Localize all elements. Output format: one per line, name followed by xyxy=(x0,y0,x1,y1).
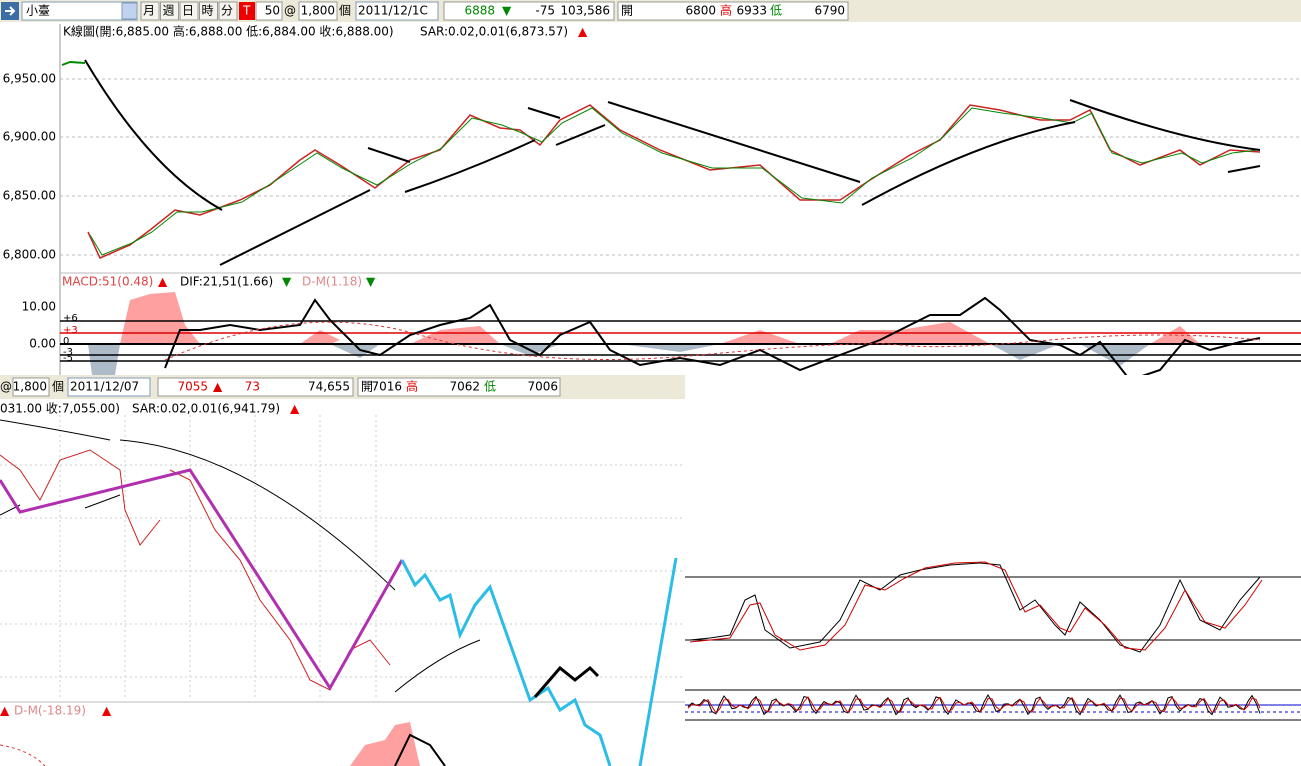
sar: SAR:0.02,0.01(6,873.57) xyxy=(420,25,568,39)
macd-positive xyxy=(120,292,1200,344)
price-line xyxy=(0,449,391,691)
period-label: 日 xyxy=(182,4,194,18)
dm-arrow: ▲ xyxy=(102,704,112,718)
volume: 74,655 xyxy=(308,380,350,394)
count: 50 xyxy=(265,4,280,18)
volume: 103,586 xyxy=(560,4,610,18)
high-label: 高 xyxy=(720,3,732,18)
zigzag xyxy=(0,468,404,691)
dif-line xyxy=(164,296,1261,382)
period-label: 月 xyxy=(143,4,155,18)
last: 7055 xyxy=(177,380,208,394)
period-button[interactable] xyxy=(218,1,238,21)
svg-text:▲: ▲ xyxy=(0,704,10,718)
title: 031.00 收:7,055.00) xyxy=(0,402,120,416)
last: 6888 xyxy=(464,4,495,18)
t-button[interactable] xyxy=(239,2,255,20)
low-label: 低 xyxy=(770,4,782,18)
sar-arrow: ▲ xyxy=(578,25,588,39)
period-label: 時 xyxy=(202,4,214,18)
dm-line xyxy=(164,321,1261,361)
sar-arrow: ▲ xyxy=(290,402,300,416)
top-chart: K線圖(開:6,885.00 高:6,888.00 低:6,884.00 收:6… xyxy=(3,24,1301,382)
date: 2011/12/1C xyxy=(358,4,428,18)
macd-tick: 0.00 xyxy=(29,337,56,351)
sar: SAR:0.02,0.01(6,941.79) xyxy=(132,402,280,416)
symbol: 小臺 xyxy=(26,3,50,18)
qty: 1,800 xyxy=(301,4,335,18)
dm-arrow: ▼ xyxy=(366,275,376,289)
open-label: 開 xyxy=(621,4,633,18)
level-label: +6 xyxy=(63,313,78,324)
at: @ xyxy=(284,4,296,18)
period-button[interactable] xyxy=(199,1,218,21)
high: 7062 xyxy=(449,380,480,394)
qty: 1,800 xyxy=(13,380,47,394)
level-label: -5 xyxy=(63,353,73,364)
unit: 個 xyxy=(339,4,351,18)
level-label: -3 xyxy=(63,347,73,358)
date: 2011/12/07 xyxy=(70,380,139,394)
y-tick-label: 6,900.00 xyxy=(3,130,56,144)
macd-negative xyxy=(88,344,1150,375)
dm: D-M(1.18) xyxy=(302,275,362,289)
low-label: 低 xyxy=(484,380,496,394)
period-label: 分 xyxy=(221,4,233,18)
macd: MACD:51(0.48) xyxy=(62,275,153,289)
macd-arrow: ▲ xyxy=(158,275,168,289)
open: 6800 xyxy=(685,4,716,18)
t-label: T xyxy=(242,4,251,18)
dif: DIF:21,51(1.66) xyxy=(180,275,273,289)
change: -75 xyxy=(535,4,555,18)
chart-title: K線圖(開:6,885.00 高:6,888.00 低:6,884.00 收:6… xyxy=(63,24,394,39)
y-tick-label: 6,800.00 xyxy=(3,248,56,262)
date-select[interactable] xyxy=(355,1,439,21)
open-label: 開 xyxy=(361,380,373,394)
arrow: ▼ xyxy=(502,4,512,18)
date-select[interactable] xyxy=(67,377,151,397)
price-line-2 xyxy=(89,107,1259,256)
period-button[interactable] xyxy=(140,1,160,21)
unit: 個 xyxy=(52,380,64,394)
level-label: +3 xyxy=(63,325,78,336)
level-label: 0 xyxy=(63,336,69,347)
dif-arrow: ▼ xyxy=(282,275,292,289)
open: 7016 xyxy=(371,380,402,394)
period-button[interactable] xyxy=(160,1,179,21)
projection xyxy=(400,557,678,766)
low: 6790 xyxy=(814,4,845,18)
high-label: 高 xyxy=(406,379,418,394)
price-line xyxy=(87,104,1261,259)
period-button[interactable] xyxy=(179,1,199,21)
y-tick-label: 6,850.00 xyxy=(3,189,56,203)
change: 73 xyxy=(245,380,260,394)
dm: D-M(-18.19) xyxy=(14,704,86,718)
period-label: 週 xyxy=(163,4,175,18)
high: 6933 xyxy=(736,4,767,18)
at: @ xyxy=(0,380,12,394)
y-tick-label: 6,950.00 xyxy=(3,72,56,86)
sar-lines xyxy=(84,59,1261,266)
arrow: ▲ xyxy=(213,380,223,394)
low: 7006 xyxy=(527,380,558,394)
macd-tick: 10.00 xyxy=(22,300,56,314)
